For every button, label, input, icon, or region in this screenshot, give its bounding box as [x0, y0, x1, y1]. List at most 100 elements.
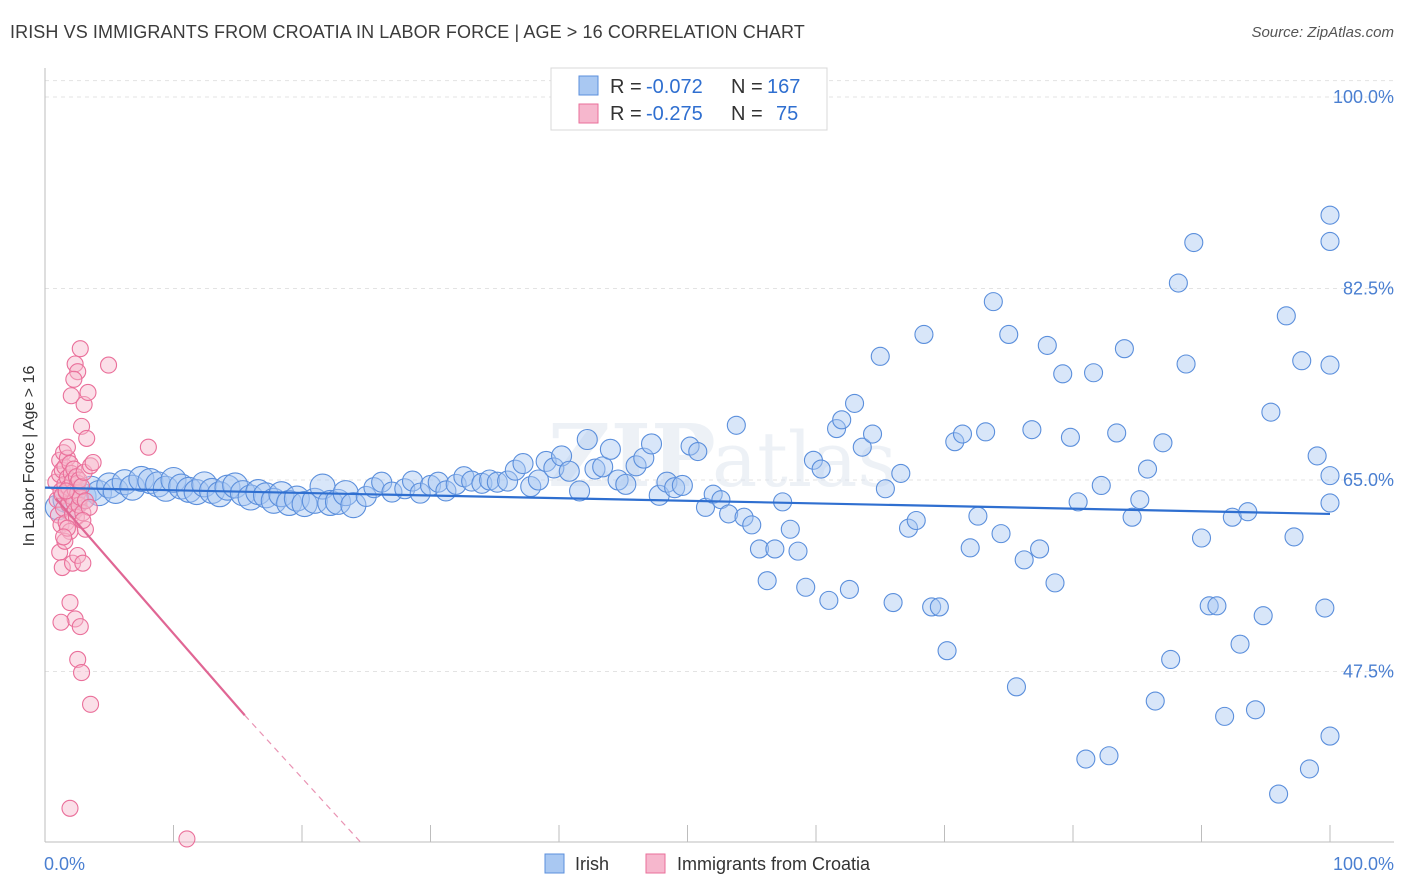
- irish-point: [1320, 205, 1340, 225]
- irish-point: [1315, 598, 1335, 618]
- y-tick-label: 100.0%: [1333, 87, 1394, 107]
- y-tick-label: 82.5%: [1343, 279, 1394, 299]
- irish-point: [832, 410, 852, 430]
- irish-point: [276, 489, 303, 517]
- irish-point: [1245, 700, 1266, 720]
- irish-point: [1076, 749, 1096, 769]
- croatia-point: [55, 528, 73, 546]
- irish-point: [844, 393, 865, 413]
- irish-trendline: [44, 486, 1331, 516]
- irish-point: [599, 438, 621, 460]
- irish-point: [656, 471, 678, 493]
- irish-point: [1037, 335, 1057, 355]
- irish-point: [1299, 759, 1319, 779]
- irish-point: [445, 473, 467, 495]
- axes: [44, 68, 1394, 843]
- croatia-point: [69, 363, 87, 381]
- croatia-point: [139, 438, 157, 456]
- irish-point: [819, 590, 839, 610]
- croatia-point: [58, 438, 76, 456]
- croatia-point: [57, 482, 75, 500]
- irish-point: [719, 504, 739, 524]
- irish-point: [1153, 433, 1173, 453]
- irish-point: [497, 470, 519, 492]
- irish-point: [952, 424, 973, 444]
- legend-n-label-irish: N =: [731, 76, 763, 98]
- irish-point: [1107, 423, 1127, 443]
- croatia-point: [178, 830, 196, 848]
- irish-point: [1320, 231, 1340, 251]
- irish-point: [1168, 273, 1188, 293]
- legend-n-label-croatia: N =: [731, 103, 763, 125]
- irish-point: [1145, 691, 1165, 711]
- irish-point: [906, 510, 926, 531]
- irish-point: [765, 539, 785, 559]
- irish-point: [381, 481, 403, 503]
- croatia-point: [73, 664, 91, 682]
- legend-swatch-croatia: [578, 103, 599, 124]
- irish-point: [999, 324, 1019, 345]
- irish-point: [688, 441, 708, 462]
- irish-point: [983, 292, 1003, 312]
- irish-point: [1122, 507, 1142, 527]
- irish-point: [427, 471, 449, 493]
- legend-n-value-irish: 167: [767, 76, 800, 98]
- croatia-point: [78, 429, 96, 447]
- source-label: Source: ZipAtlas.com: [1251, 24, 1394, 41]
- croatia-point: [53, 558, 71, 577]
- irish-point: [1320, 726, 1340, 746]
- irish-point: [664, 477, 686, 499]
- x-tick-label: 0.0%: [44, 854, 85, 874]
- croatia-point: [61, 594, 79, 612]
- irish-point: [401, 470, 424, 492]
- irish-point: [1176, 354, 1196, 374]
- legend-n-value-croatia: 75: [776, 103, 798, 125]
- irish-point: [1284, 527, 1304, 547]
- irish-point: [1045, 573, 1065, 593]
- irish-point: [1053, 364, 1073, 384]
- irish-point: [317, 489, 344, 517]
- irish-point: [1130, 490, 1150, 510]
- irish-point: [937, 641, 957, 661]
- irish-point: [796, 577, 816, 597]
- irish-point: [324, 488, 352, 515]
- irish-point: [1269, 784, 1289, 804]
- irish-point: [128, 465, 155, 492]
- irish-point: [512, 453, 534, 475]
- croatia-point: [79, 383, 97, 402]
- irish-point: [862, 424, 883, 444]
- croatia-point: [73, 478, 91, 496]
- croatia-point: [84, 453, 102, 472]
- irish-point: [291, 491, 318, 518]
- bottom-legend-label-croatia: Immigrants from Croatia: [677, 854, 871, 874]
- legend-box: R = -0.072 N = 167 R = -0.275 N = 75: [550, 67, 828, 131]
- irish-point: [891, 463, 911, 483]
- croatia-point: [58, 519, 76, 537]
- irish-point: [1276, 306, 1296, 326]
- irish-point: [929, 597, 949, 617]
- trendlines: [44, 486, 1331, 843]
- irish-point: [1030, 539, 1050, 559]
- y-tick-labels: 100.0% 82.5% 65.0% 47.5%: [1333, 87, 1394, 682]
- irish-point: [1099, 746, 1119, 766]
- irish-point: [1137, 459, 1158, 479]
- croatia-point: [62, 387, 80, 405]
- x-tick-labels: 0.0% 100.0%: [44, 854, 1394, 874]
- irish-point: [726, 415, 746, 435]
- legend-r-value-irish: -0.072: [646, 76, 703, 98]
- irish-point: [543, 457, 565, 479]
- irish-point: [780, 519, 800, 539]
- croatia-point: [82, 695, 100, 713]
- croatia-point: [71, 340, 89, 358]
- irish-point: [811, 459, 831, 479]
- irish-point: [945, 432, 965, 452]
- irish-point: [914, 324, 934, 345]
- irish-point: [671, 474, 693, 497]
- irish-point: [1068, 492, 1088, 512]
- irish-point: [960, 538, 980, 558]
- irish-point: [268, 481, 295, 508]
- irish-point: [1230, 634, 1250, 654]
- irish-point: [355, 485, 377, 507]
- irish-point: [1114, 339, 1134, 359]
- bottom-legend-swatch-irish: [544, 853, 565, 874]
